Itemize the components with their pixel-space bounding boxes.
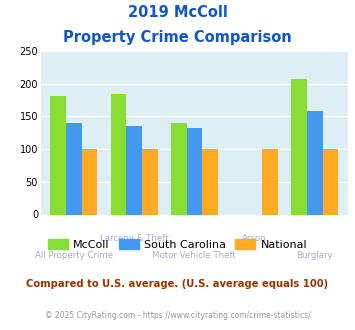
Bar <box>50 96 66 214</box>
Bar <box>126 126 142 214</box>
Bar <box>202 149 218 214</box>
Legend: McColl, South Carolina, National: McColl, South Carolina, National <box>43 234 312 254</box>
Text: Compared to U.S. average. (U.S. average equals 100): Compared to U.S. average. (U.S. average … <box>26 279 329 289</box>
Bar <box>171 123 186 214</box>
Bar <box>262 149 278 214</box>
Text: © 2025 CityRating.com - https://www.cityrating.com/crime-statistics/: © 2025 CityRating.com - https://www.city… <box>45 311 310 320</box>
Bar <box>111 94 126 214</box>
Text: Arson: Arson <box>242 234 267 243</box>
Text: All Property Crime: All Property Crime <box>35 250 113 260</box>
Bar <box>82 149 97 214</box>
Bar <box>186 128 202 214</box>
Text: 2019 McColl: 2019 McColl <box>127 5 228 20</box>
Bar <box>291 79 307 214</box>
Text: Property Crime Comparison: Property Crime Comparison <box>63 30 292 45</box>
Bar <box>142 149 158 214</box>
Bar <box>66 123 82 214</box>
Text: Burglary: Burglary <box>296 250 333 260</box>
Text: Motor Vehicle Theft: Motor Vehicle Theft <box>152 250 236 260</box>
Text: Larceny & Theft: Larceny & Theft <box>100 234 169 243</box>
Bar <box>323 149 338 214</box>
Bar <box>307 111 323 214</box>
